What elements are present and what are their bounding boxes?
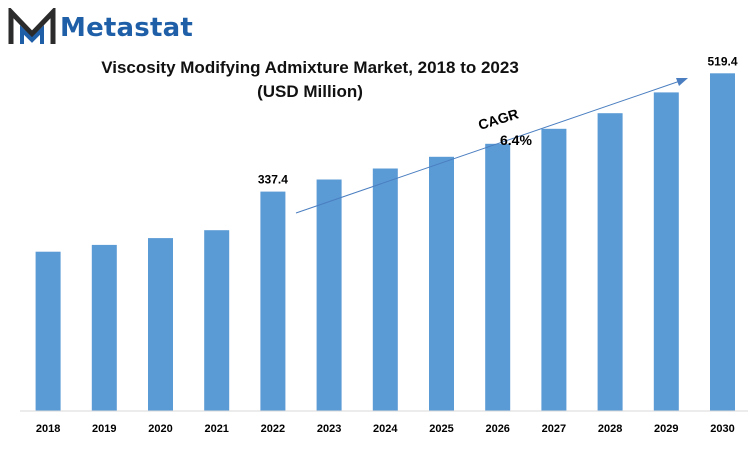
bar-2028	[597, 113, 623, 411]
bar-2023	[316, 179, 342, 411]
cagr-arrow-line	[295, 80, 681, 214]
bar-2022	[260, 191, 286, 411]
x-tick-2027: 2027	[542, 423, 566, 435]
bar-2025	[429, 156, 454, 411]
bar-2030	[710, 73, 735, 412]
x-tick-2030: 2030	[710, 423, 734, 435]
bar-2019	[91, 244, 117, 411]
x-tick-2028: 2028	[598, 423, 622, 435]
x-tick-2029: 2029	[654, 423, 678, 435]
x-tick-2023: 2023	[317, 423, 341, 435]
x-tick-2019: 2019	[92, 423, 116, 435]
data-labels: 337.4 519.4	[258, 54, 738, 186]
bar-group	[35, 73, 735, 412]
x-tick-2025: 2025	[429, 423, 453, 435]
chart-title-line2: (USD Million)	[257, 82, 363, 101]
x-tick-2021: 2021	[204, 423, 228, 435]
chart-title-line1: Viscosity Modifying Admixture Market, 20…	[101, 58, 519, 77]
bar-2020	[148, 238, 173, 411]
bar-2024	[372, 168, 398, 411]
x-tick-2024: 2024	[373, 423, 398, 435]
cagr-arrow-head	[676, 78, 688, 86]
cagr-label: CAGR	[476, 106, 520, 133]
bar-2029	[653, 92, 679, 412]
brand-logo: Metastat	[8, 6, 208, 50]
metastat-m-logo-icon	[8, 8, 56, 44]
bar-2018	[35, 251, 61, 411]
bar-2021	[204, 230, 230, 411]
data-label-2022: 337.4	[258, 173, 288, 187]
x-tick-2020: 2020	[148, 423, 172, 435]
cagr-value: 6.4%	[500, 132, 532, 148]
x-tick-2026: 2026	[485, 423, 509, 435]
chart-title: Viscosity Modifying Admixture Market, 20…	[40, 56, 580, 104]
brand-name: Metastat	[60, 13, 193, 43]
x-tick-2018: 2018	[36, 423, 60, 435]
data-label-2030: 519.4	[707, 54, 737, 68]
x-tick-labels: 2018 2019 2020 2021 2022 2023 2024 2025 2026 2027…	[36, 423, 735, 435]
bar-2026	[485, 143, 511, 412]
x-tick-2022: 2022	[261, 423, 285, 435]
bar-2027	[541, 128, 567, 412]
